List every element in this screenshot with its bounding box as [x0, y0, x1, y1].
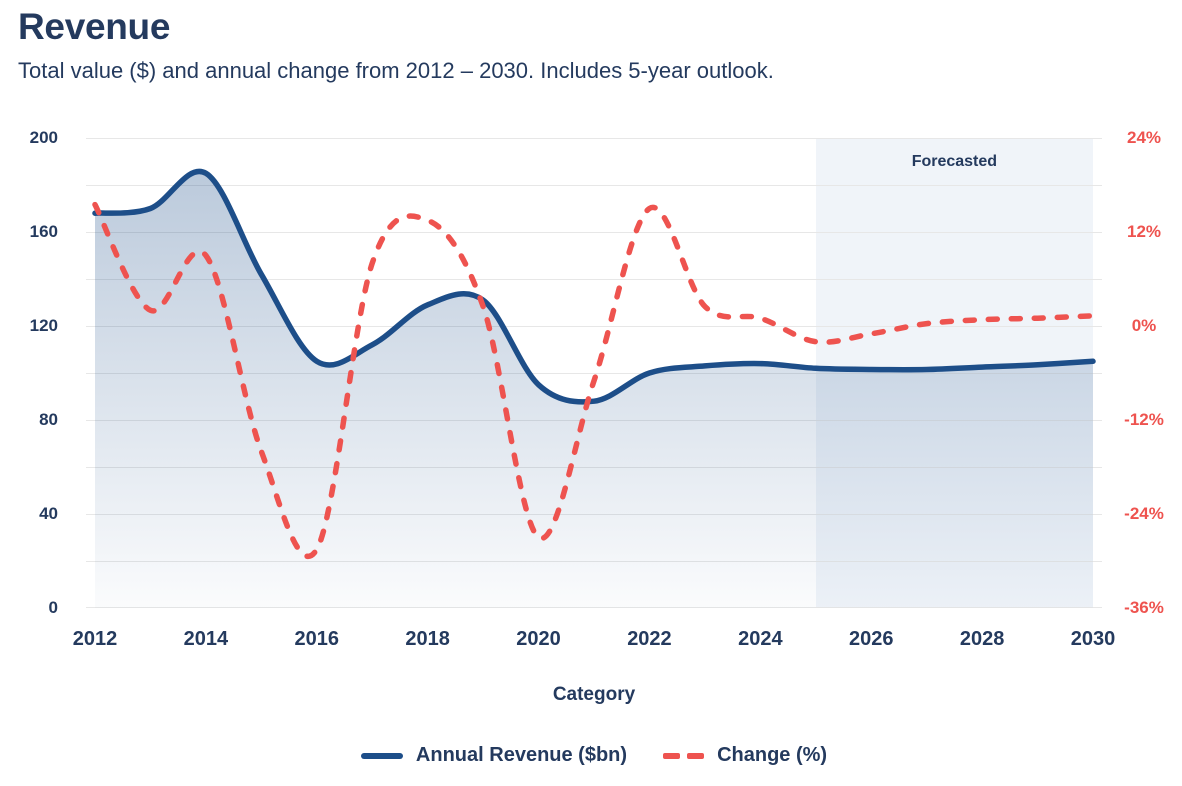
left-axis-tick: 200 — [29, 128, 58, 147]
gridline — [86, 326, 1102, 327]
x-axis-tick: 2014 — [183, 628, 229, 650]
right-axis-tick: -24% — [1124, 504, 1164, 523]
x-axis-tick: 2026 — [848, 628, 894, 650]
x-axis-tick: 2030 — [1070, 628, 1116, 650]
gridline — [86, 185, 1102, 186]
legend-label-annual-revenue: Annual Revenue ($bn) — [415, 744, 628, 766]
right-axis-tick: 0% — [1131, 316, 1157, 335]
gridline — [86, 373, 1102, 374]
right-axis-tick: 12% — [1126, 222, 1162, 241]
x-axis-title: Category — [552, 684, 636, 705]
change-line — [92, 201, 1096, 560]
x-axis-tick: 2022 — [627, 628, 672, 650]
page-title: Revenue — [18, 6, 171, 47]
gridline — [86, 232, 1102, 233]
gridline — [86, 138, 1102, 139]
left-axis-tick: 80 — [39, 410, 58, 429]
gridline — [86, 279, 1102, 280]
chart-curves — [92, 168, 1096, 608]
change-line-swatch — [663, 752, 705, 759]
legend: Annual Revenue ($bn) Change (%) — [95, 744, 1093, 767]
legend-item-annual-revenue[interactable]: Annual Revenue ($bn) — [360, 744, 628, 767]
right-axis-tick: -36% — [1124, 598, 1164, 617]
legend-item-change[interactable]: Change (%) — [663, 744, 827, 767]
left-axis-tick: 40 — [39, 504, 58, 523]
right-axis-tick: 24% — [1126, 128, 1162, 147]
left-axis-tick: 160 — [29, 222, 58, 241]
left-axis-tick: 120 — [29, 316, 58, 335]
x-axis-tick: 2024 — [738, 628, 783, 650]
x-axis-tick: 2020 — [516, 628, 561, 650]
left-axis-tick: 0 — [48, 598, 58, 617]
x-axis-tick: 2028 — [959, 628, 1005, 650]
x-axis-tick: 2016 — [294, 628, 340, 650]
legend-label-change: Change (%) — [717, 744, 828, 766]
forecast-band-label: Forecasted — [911, 153, 998, 170]
plot-area: Forecasted — [86, 138, 1102, 608]
revenue-area-fill — [95, 171, 1093, 608]
x-axis-tick: 2018 — [405, 628, 450, 650]
x-axis-tick: 2012 — [72, 628, 118, 650]
revenue-line-swatch — [360, 752, 403, 759]
annual-revenue-line — [92, 168, 1096, 405]
page-subtitle: Total value ($) and annual change from 2… — [18, 58, 774, 83]
right-axis-tick: -12% — [1124, 410, 1164, 429]
